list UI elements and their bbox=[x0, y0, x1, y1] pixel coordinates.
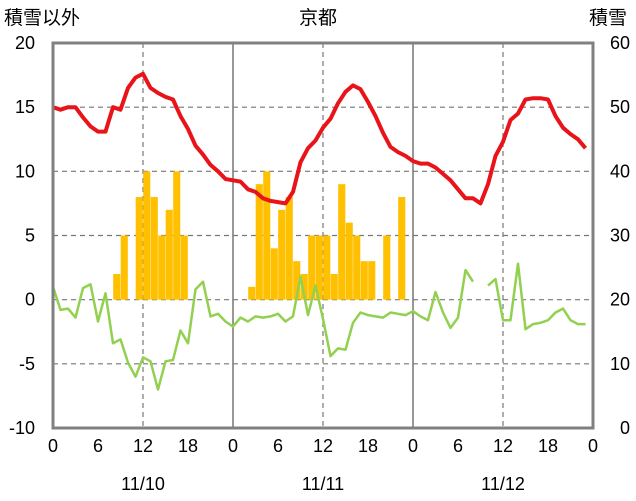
left-tick-label: 5 bbox=[25, 226, 35, 246]
snow-bar bbox=[330, 274, 338, 300]
snow-bar bbox=[383, 235, 391, 300]
snow-bar bbox=[173, 171, 181, 300]
x-tick-label: 12 bbox=[493, 436, 513, 456]
x-tick-label: 0 bbox=[228, 436, 238, 456]
snow-bar bbox=[113, 274, 121, 300]
right-tick-label: 40 bbox=[610, 161, 630, 181]
x-tick-label: 6 bbox=[273, 436, 283, 456]
line-series bbox=[51, 71, 588, 391]
snow-bar bbox=[315, 235, 323, 300]
x-tick-label: 6 bbox=[453, 436, 463, 456]
x-tick-label: 0 bbox=[408, 436, 418, 456]
right-tick-label: 20 bbox=[610, 290, 630, 310]
x-tick-label: 18 bbox=[178, 436, 198, 456]
snow-bar bbox=[308, 235, 316, 300]
left-tick-label: 20 bbox=[15, 33, 35, 53]
date-label: 11/11 bbox=[302, 474, 344, 494]
snow-bar bbox=[353, 235, 361, 300]
snow-bar bbox=[158, 235, 166, 300]
snow-bar bbox=[278, 209, 286, 300]
snow-bar bbox=[143, 171, 151, 300]
left-tick-label: 15 bbox=[15, 97, 35, 117]
x-tick-label: 12 bbox=[133, 436, 153, 456]
right-tick-label: 30 bbox=[610, 226, 630, 246]
x-tick-label: 0 bbox=[48, 436, 58, 456]
left-axis-label: 積雪以外 bbox=[4, 7, 80, 29]
snow-bar bbox=[248, 286, 256, 300]
snow-bar bbox=[120, 235, 128, 300]
x-tick-label: 18 bbox=[538, 436, 558, 456]
left-tick-label: -5 bbox=[19, 354, 35, 374]
right-tick-label: 10 bbox=[610, 354, 630, 374]
snow-bar bbox=[293, 261, 301, 300]
right-axis-label: 積雪 bbox=[589, 7, 627, 29]
left-tick-label: 0 bbox=[25, 290, 35, 310]
snow-bar bbox=[345, 222, 353, 300]
left-tick-labels: 20 15 10 5 0 -5 -10 bbox=[9, 33, 35, 438]
left-tick-label: -10 bbox=[9, 418, 35, 438]
left-tick-label: 10 bbox=[15, 161, 35, 181]
right-tick-label: 50 bbox=[610, 97, 630, 117]
snow-bar bbox=[323, 235, 331, 300]
snow-bar bbox=[135, 197, 143, 300]
snow-bar bbox=[180, 235, 188, 300]
x-tick-label: 12 bbox=[313, 436, 333, 456]
date-label: 11/12 bbox=[481, 474, 525, 494]
snow-bar bbox=[270, 248, 278, 300]
right-tick-labels: 60 50 40 30 20 10 0 bbox=[610, 33, 630, 438]
x-tick-label: 0 bbox=[588, 436, 598, 456]
snow-bar bbox=[263, 171, 271, 300]
green-line-series bbox=[51, 262, 586, 391]
snow-bar bbox=[255, 184, 263, 300]
snow-bar bbox=[360, 261, 368, 300]
grid-lines bbox=[53, 43, 593, 428]
right-tick-label: 60 bbox=[610, 33, 630, 53]
x-tick-label: 6 bbox=[93, 436, 103, 456]
snow-bar bbox=[368, 261, 376, 300]
snow-bar bbox=[285, 197, 293, 300]
snow-bar bbox=[300, 274, 308, 300]
snow-bar bbox=[165, 209, 173, 300]
chart-title: 京都 bbox=[299, 7, 337, 29]
red-line-series bbox=[52, 71, 588, 206]
snow-bar bbox=[338, 184, 346, 300]
date-labels: 11/10 11/11 11/12 bbox=[121, 474, 525, 494]
right-tick-label: 0 bbox=[620, 418, 630, 438]
date-label: 11/10 bbox=[121, 474, 165, 494]
x-tick-label: 18 bbox=[358, 436, 378, 456]
plot-frame bbox=[51, 41, 595, 430]
snow-bar bbox=[398, 197, 406, 300]
snow-bar-series bbox=[113, 171, 406, 300]
x-tick-labels: 0 6 12 18 0 6 12 18 0 6 12 18 0 bbox=[48, 436, 598, 456]
snow-bar bbox=[150, 197, 158, 300]
